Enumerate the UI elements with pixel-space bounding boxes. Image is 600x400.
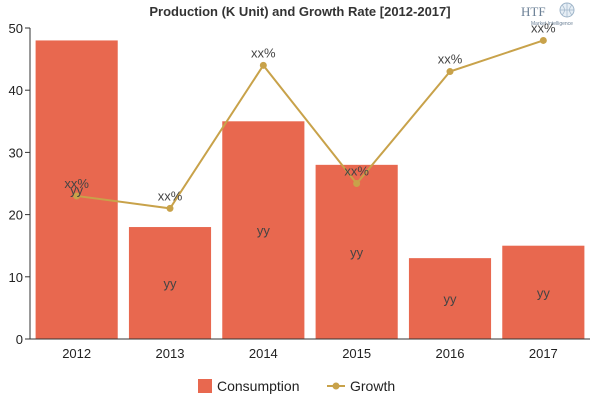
legend-consumption-label: Consumption [217,378,300,394]
growth-point-2013 [166,204,174,212]
y-tick-label: 50 [9,21,23,36]
bar-value-label: yy [537,285,551,300]
y-tick-label: 20 [9,208,23,223]
growth-line [76,39,544,210]
logo-text: HTF [521,4,546,19]
growth-point-2016 [446,68,454,76]
bar-value-label: yy [257,223,271,238]
growth-point-2014 [259,61,267,69]
growth-value-label: xx% [344,164,369,179]
x-tick-label: 2017 [529,346,558,361]
htf-logo: HTF Market Intelligence [521,2,575,27]
x-tick-label: 2016 [436,346,465,361]
x-tick-label: 2013 [156,346,185,361]
x-ticks: 2012 2013 2014 2015 2016 2017 [62,346,558,361]
growth-value-label: xx% [438,52,463,67]
bar-series [35,40,585,339]
growth-value-label: xx% [158,188,183,203]
y-tick-label: 40 [9,83,23,98]
growth-value-label: xx% [64,176,89,191]
growth-point-2012 [73,192,81,200]
bar-2012 [35,40,118,339]
legend-growth-label: Growth [350,378,395,394]
chart-title: Production (K Unit) and Growth Rate [201… [149,4,450,19]
bar-value-label: yy [164,276,178,291]
y-tick-label: 30 [9,145,23,160]
growth-point-2015 [353,180,361,187]
x-tick-label: 2012 [62,346,91,361]
legend-growth-marker [332,382,340,390]
bar-2017 [502,245,585,339]
bar-2013 [128,227,212,339]
growth-value-label: xx% [531,20,556,35]
x-tick-label: 2014 [249,346,278,361]
bar-value-label: yy [70,183,84,198]
line-series [73,36,547,212]
growth-point-2017 [539,36,547,44]
legend-consumption-swatch [198,379,212,393]
legend: Consumption Growth [198,378,395,394]
x-tick-label: 2015 [342,346,371,361]
bar-value-label: yy [350,245,364,260]
axes [29,28,590,340]
bar-value-label: yy [444,292,458,307]
y-ticks: 0 10 20 30 40 50 [9,21,30,347]
logo-subtext: Market Intelligence [531,21,573,27]
bar-2014 [222,121,305,339]
y-tick-label: 0 [16,332,23,347]
y-tick-label: 10 [9,270,23,285]
bar-2016 [408,258,492,339]
growth-value-label: xx% [251,45,276,60]
bar-2015 [315,164,398,339]
globe-icon [559,2,575,18]
